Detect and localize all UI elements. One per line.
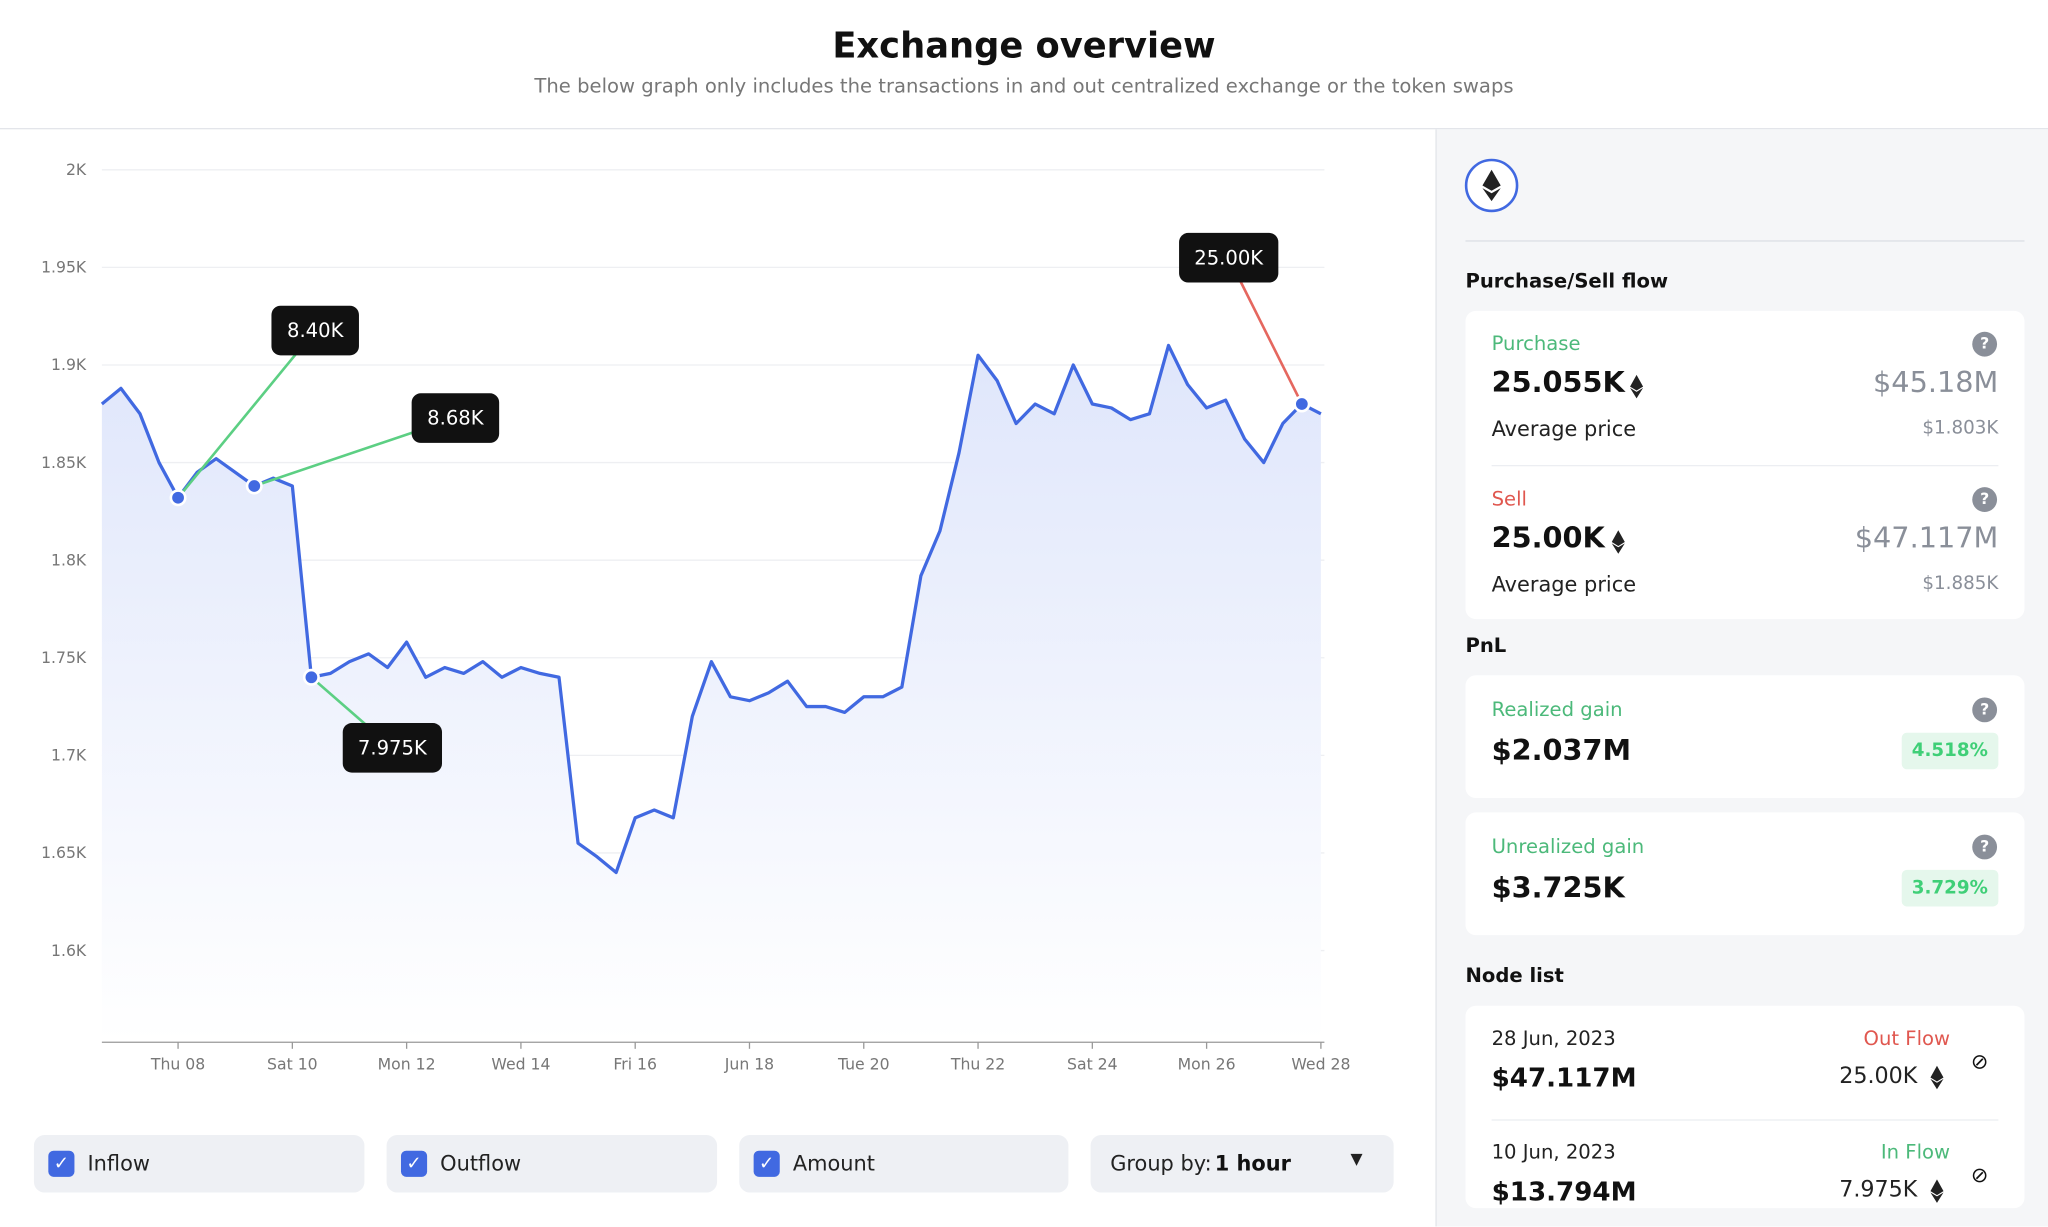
annotation-box (411, 393, 500, 443)
y-tick-label: 1.85K (41, 453, 87, 472)
y-tick-label: 1.65K (41, 843, 87, 862)
eth-icon (1611, 530, 1625, 554)
flow-value: $45.18M (1873, 367, 1999, 400)
help-icon[interactable]: ? (1972, 487, 1998, 512)
x-tick-label: Thu 22 (950, 1055, 1005, 1074)
hide-icon[interactable]: ⊘ (1970, 1162, 1989, 1188)
y-tick-label: 1.8K (51, 550, 87, 569)
x-tick-label: Wed 14 (491, 1055, 550, 1074)
annotation-label: 7.975K (358, 736, 428, 759)
annotation-box (1179, 232, 1279, 283)
price-line (100, 343, 1322, 875)
y-tick-label: 1.7K (51, 746, 87, 765)
node-amount: 7.975K (1839, 1176, 1918, 1203)
y-tick-label: 1.95K (41, 258, 87, 277)
annotation-marker (302, 668, 320, 686)
x-tick-label: Mon 12 (378, 1055, 436, 1074)
section-title: PnL (1465, 633, 1507, 657)
avg-value: $1.885K (1922, 573, 1999, 595)
y-tick-label: 1.6K (51, 941, 87, 960)
group-by-label: Group by: (1110, 1150, 1212, 1176)
annotation-label: 8.40K (287, 319, 345, 342)
avg-label: Average price (1491, 416, 1637, 442)
subtitle: The below graph only includes the transa… (534, 74, 1514, 98)
section-title: Node list (1465, 963, 1564, 988)
help-icon[interactable]: ? (1972, 834, 1998, 860)
flow-amount: 25.00K (1491, 522, 1605, 556)
outflow-toggle[interactable]: ✓ Outflow (386, 1135, 718, 1193)
hide-icon[interactable]: ⊘ (1970, 1048, 1989, 1074)
eth-icon (1930, 1179, 1944, 1203)
node-value: $47.117M (1491, 1061, 1637, 1094)
pnl-value: $3.725K (1491, 872, 1625, 906)
inflow-toggle[interactable]: ✓ Inflow (33, 1135, 365, 1193)
x-tick-label: Thu 08 (150, 1055, 205, 1074)
x-tick-label: Sat 24 (1067, 1055, 1118, 1074)
checkbox[interactable]: ✓ (48, 1150, 75, 1177)
eth-icon (1630, 374, 1644, 399)
caret: ▼ (1350, 1149, 1363, 1168)
divider (1465, 240, 2025, 242)
section-title: Purchase/Sell flow (1465, 269, 1669, 293)
annotation-label: 25.00K (1194, 246, 1264, 269)
flow-label: Purchase (1491, 331, 1581, 356)
pnl-change: 3.729% (1901, 869, 1999, 907)
annotation-connector (177, 329, 317, 499)
group-by-select[interactable]: Group by: 1 hour ▼ (1090, 1135, 1394, 1193)
annotation-marker (1293, 395, 1311, 413)
y-tick-label: 1.9K (51, 355, 87, 374)
x-tick-label: Tue 20 (837, 1055, 890, 1074)
y-tick-label: 1.75K (41, 648, 87, 667)
divider (1491, 1119, 1999, 1121)
pnl-value: $2.037M (1491, 735, 1632, 768)
node-amount: 25.00K (1839, 1063, 1918, 1090)
y-tick-label: 2K (66, 160, 87, 179)
node-card (1465, 1005, 2025, 1209)
annotation-marker (245, 477, 263, 495)
checkbox[interactable]: ✓ (400, 1150, 428, 1177)
pnl-change: 4.518% (1901, 732, 1999, 770)
pnl-label: Unrealized gain (1491, 834, 1645, 859)
node-date: 10 Jun, 2023 (1491, 1140, 1616, 1164)
chart: 1.6K 1.65K 1.7K 1.75K 1.8K 1.85K 1.9K 1.95K 2K Th… (41, 160, 1350, 1074)
toggle-label: Outflow (440, 1150, 522, 1176)
flow-label: Sell (1491, 487, 1527, 511)
node-value: $13.794M (1491, 1175, 1637, 1207)
flow-value: $47.117M (1854, 522, 1999, 556)
area (101, 345, 1321, 1043)
amount-toggle[interactable]: ✓ Amount (739, 1135, 1069, 1193)
avg-label: Average price (1491, 572, 1637, 597)
avg-value: $1.803K (1922, 417, 1999, 439)
annotation-box (271, 305, 359, 356)
annotation-box (342, 722, 443, 773)
checkbox[interactable]: ✓ (753, 1150, 780, 1177)
group-by-value: 1 hour (1214, 1150, 1291, 1176)
help-icon[interactable]: ? (1972, 331, 1998, 357)
toggle-label: Inflow (87, 1150, 150, 1176)
x-tick-label: Fri 16 (613, 1055, 657, 1074)
node-direction: In Flow (1880, 1140, 1951, 1164)
x-tick-label: Mon 26 (1178, 1055, 1236, 1074)
toggle-label: Amount (792, 1150, 875, 1176)
x-tick-label: Sat 10 (267, 1055, 318, 1074)
annotation-marker (169, 489, 187, 507)
help-icon[interactable]: ? (1972, 697, 1998, 723)
divider (0, 127, 2048, 130)
pnl-label: Realized gain (1491, 697, 1623, 721)
flow-amount: 25.055K (1491, 367, 1625, 400)
node-date: 28 Jun, 2023 (1491, 1026, 1616, 1051)
title: Exchange overview (832, 26, 1216, 67)
x-tick-label: Jun 18 (724, 1055, 774, 1074)
annotation-label: 8.68K (427, 407, 485, 430)
x-tick-label: Wed 28 (1291, 1055, 1350, 1074)
divider (1491, 464, 1999, 467)
node-direction: Out Flow (1863, 1026, 1951, 1051)
eth-logo (1464, 158, 1519, 213)
eth-icon (1930, 1065, 1944, 1090)
